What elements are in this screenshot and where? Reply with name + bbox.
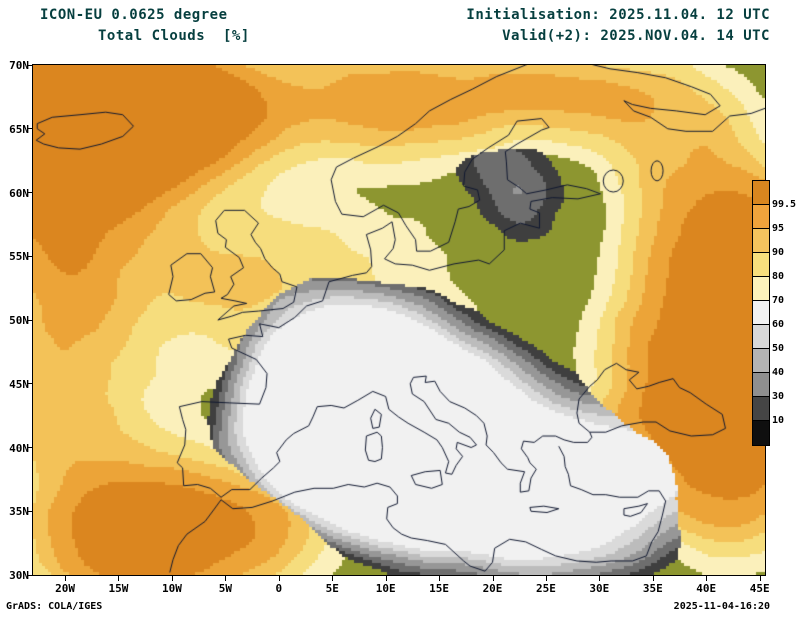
colorbar-segment [753,253,769,277]
lat-tick [27,510,33,512]
lon-tick [278,576,280,581]
lon-label: 0 [275,582,283,595]
cloud-cover-map [33,65,765,575]
lon-tick [332,576,334,581]
lon-label: 10E [375,582,396,595]
lon-tick [652,576,654,581]
lat-tick [27,64,33,66]
colorbar-segment [753,421,769,445]
lon-label: 15E [429,582,449,595]
lat-tick [27,255,33,257]
lon-tick [385,576,387,581]
lat-label: 50N [9,314,29,327]
field-title: Total Clouds [%] [98,28,250,44]
lon-label: 35E [642,582,663,595]
colorbar-value: 50 [772,343,785,354]
lon-label: 25E [535,582,556,595]
colorbar-value: 30 [772,391,785,402]
colorbar-segment [753,301,769,325]
lon-tick [118,576,120,581]
lat-label: 70N [9,59,29,72]
lon-tick [492,576,494,581]
lon-tick [65,576,67,581]
plot-timestamp: 2025-11-04-16:20 [673,601,770,612]
colorbar-legend [752,180,770,446]
colorbar-segment [753,205,769,229]
lat-label: 30N [9,569,29,582]
lat-tick [27,192,33,193]
colorbar-value: 80 [772,271,785,282]
colorbar-value: 40 [772,367,785,378]
lon-tick [171,576,173,581]
colorbar-segment [753,397,769,421]
lon-tick [225,576,227,581]
colorbar-value: 10 [772,415,785,426]
lon-label: 5W [218,582,232,595]
lat-label: 65N [9,122,29,136]
colorbar-segment [753,373,769,397]
lat-label: 35N [9,505,29,519]
lon-label: 45E [749,582,770,595]
lon-tick [599,576,601,581]
colorbar-value: 95 [772,223,785,234]
lat-label: 55N [9,250,29,264]
colorbar-segment [753,349,769,373]
lon-label: 15W [108,582,129,595]
lat-tick [27,319,33,321]
lon-label: 40E [696,582,717,595]
lon-tick [759,576,761,581]
lat-tick [27,128,33,130]
lon-tick [706,576,708,581]
model-title: ICON-EU 0.0625 degree [40,7,228,23]
colorbar-segment [753,229,769,253]
lat-label: 60N [9,186,29,200]
lat-tick [27,447,33,448]
valid-time: Valid(+2): 2025.NOV.04. 14 UTC [502,28,770,44]
lat-label: 45N [9,377,29,391]
lon-label: 5E [325,582,339,595]
lat-label: 40N [9,441,29,455]
lon-label: 10W [161,582,182,595]
grads-credit: GrADS: COLA/IGES [6,601,103,612]
lon-tick [439,576,441,581]
lon-label: 20W [55,582,75,595]
lat-tick [27,574,33,576]
colorbar-value: 70 [772,295,785,306]
colorbar-segment [753,277,769,301]
colorbar-segment [753,325,769,349]
lon-label: 30E [589,582,610,595]
lon-label: 20E [482,582,503,595]
colorbar-value: 90 [772,247,785,258]
lat-tick [27,383,33,385]
colorbar-value: 60 [772,319,785,330]
colorbar-value: 99.5 [772,199,797,210]
colorbar-segment [753,181,769,205]
lon-tick [545,576,547,581]
init-time: Initialisation: 2025.11.04. 12 UTC [466,7,770,23]
